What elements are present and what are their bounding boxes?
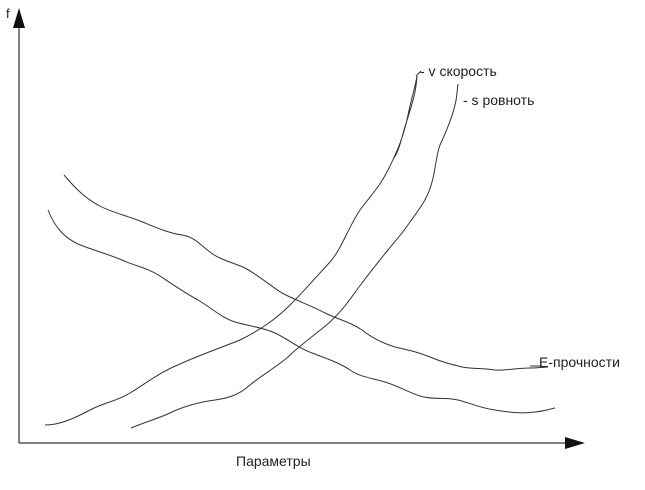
curve-s-roughness [130, 83, 459, 429]
curve-e-label: E-прочности [539, 354, 620, 370]
curve-v-label: - v скорость [420, 63, 497, 79]
x-axis-label: Параметры [236, 453, 311, 469]
curve-s-label: - s ровноть [463, 92, 535, 108]
x-axis-arrowhead [565, 437, 585, 449]
y-axis-arrowhead [13, 8, 25, 28]
curve-e-strength-lower [47, 209, 556, 414]
curve-e-strength-upper [63, 174, 549, 371]
curve-v-speed [44, 75, 418, 426]
y-axis-label: f [6, 6, 10, 21]
v-label-leader [415, 70, 422, 77]
